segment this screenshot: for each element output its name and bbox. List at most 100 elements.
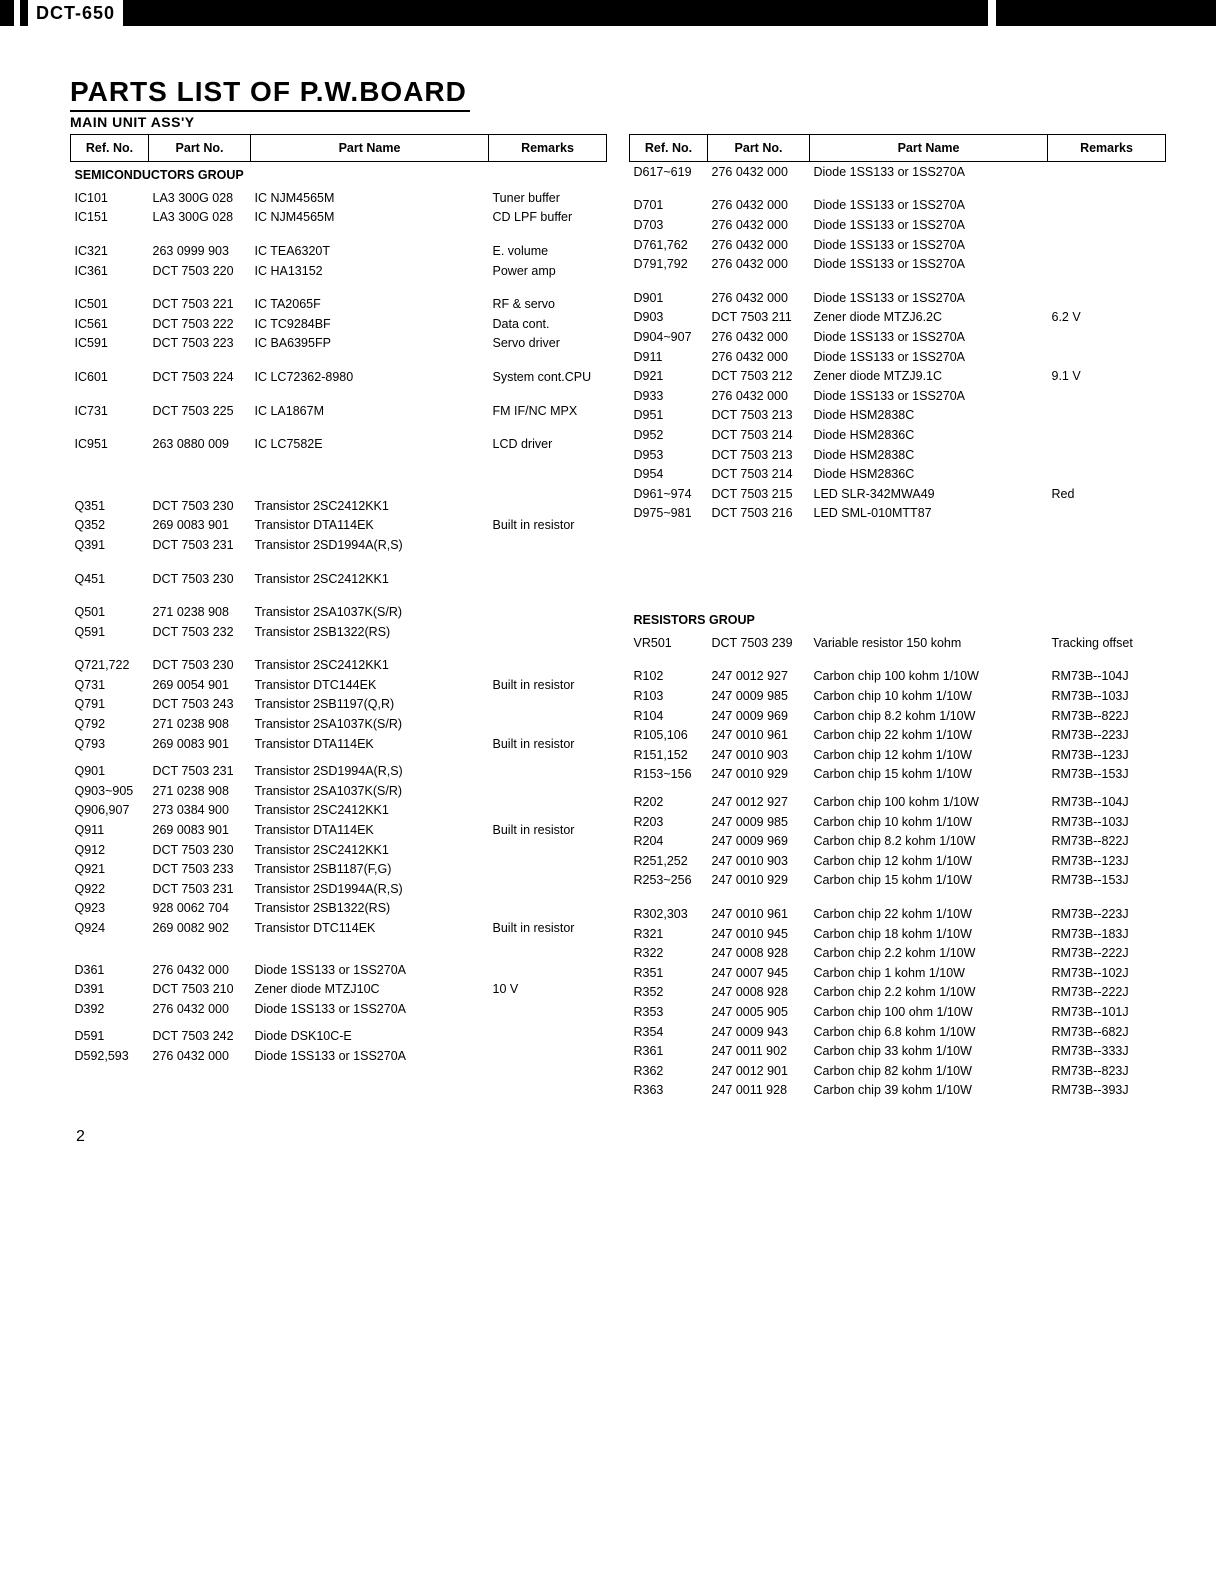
cell-pno: DCT 7503 212: [708, 366, 810, 386]
cell-pname: Carbon chip 33 kohm 1/10W: [810, 1041, 1048, 1061]
table-row: D904~907276 0432 000Diode 1SS133 or 1SS2…: [630, 327, 1166, 347]
cell-rem: LCD driver: [489, 434, 607, 454]
table-row: Q501271 0238 908Transistor 2SA1037K(S/R): [71, 602, 607, 622]
table-row: IC151LA3 300G 028IC NJM4565MCD LPF buffe…: [71, 208, 607, 228]
cell-ref: Q924: [71, 918, 149, 938]
cell-rem: [1048, 215, 1166, 235]
cell-ref: D952: [630, 425, 708, 445]
cell-ref: R253~256: [630, 871, 708, 891]
cell-ref: Q912: [71, 840, 149, 860]
cell-pname: Carbon chip 12 kohm 1/10W: [810, 745, 1048, 765]
cell-pno: DCT 7503 230: [149, 496, 251, 516]
cell-pname: Transistor DTC144EK: [251, 675, 489, 695]
cell-pname: IC HA13152: [251, 261, 489, 281]
cell-ref: D954: [630, 464, 708, 484]
spacer-row: [71, 420, 607, 434]
table-row: Q911269 0083 901Transistor DTA114EKBuilt…: [71, 820, 607, 840]
spacer-row: [71, 1019, 607, 1027]
cell-pno: 276 0432 000: [708, 327, 810, 347]
table-row: Q922DCT 7503 231Transistor 2SD1994A(R,S): [71, 879, 607, 899]
cell-rem: [489, 535, 607, 555]
cell-rem: [489, 496, 607, 516]
cell-pname: Transistor 2SC2412KK1: [251, 569, 489, 589]
cell-pno: DCT 7503 242: [149, 1027, 251, 1047]
cell-ref: Q906,907: [71, 801, 149, 821]
cell-pno: 247 0010 929: [708, 871, 810, 891]
cell-pname: Carbon chip 2.2 kohm 1/10W: [810, 983, 1048, 1003]
table-row: R153~156247 0010 929Carbon chip 15 kohm …: [630, 765, 1166, 785]
cell-rem: [489, 695, 607, 715]
spacer-row: [630, 537, 1166, 551]
right-table: Ref. No. Part No. Part Name Remarks D617…: [629, 134, 1166, 1100]
table-row: R203247 0009 985Carbon chip 10 kohm 1/10…: [630, 812, 1166, 832]
cell-pno: 247 0005 905: [708, 1002, 810, 1022]
cell-pname: Transistor DTA114EK: [251, 516, 489, 536]
cell-rem: RM73B--153J: [1048, 871, 1166, 891]
page-subtitle: MAIN UNIT ASS'Y: [70, 114, 1166, 130]
cell-ref: D592,593: [71, 1046, 149, 1066]
cell-ref: D391: [71, 979, 149, 999]
cell-ref: R103: [630, 686, 708, 706]
cell-rem: [1048, 235, 1166, 255]
cell-pno: DCT 7503 231: [149, 879, 251, 899]
cell-pname: Transistor 2SB1187(F,G): [251, 859, 489, 879]
cell-ref: IC731: [71, 401, 149, 421]
cell-ref: Q391: [71, 535, 149, 555]
spacer-row: [71, 468, 607, 482]
cell-pno: DCT 7503 222: [149, 314, 251, 334]
group-label: SEMICONDUCTORS GROUP: [71, 162, 607, 189]
table-row: R351247 0007 945Carbon chip 1 kohm 1/10W…: [630, 963, 1166, 983]
cell-ref: Q793: [71, 734, 149, 754]
table-row: Q351DCT 7503 230Transistor 2SC2412KK1: [71, 496, 607, 516]
cell-ref: D903: [630, 308, 708, 328]
cell-rem: 10 V: [489, 979, 607, 999]
cell-pname: IC LC7582E: [251, 434, 489, 454]
cell-pno: 247 0009 969: [708, 706, 810, 726]
col-pno: Part No.: [149, 135, 251, 162]
table-row: D961~974DCT 7503 215LED SLR-342MWA49Red: [630, 484, 1166, 504]
cell-rem: System cont.CPU: [489, 367, 607, 387]
table-row: R151,152247 0010 903Carbon chip 12 kohm …: [630, 745, 1166, 765]
cell-pno: DCT 7503 210: [149, 979, 251, 999]
table-row: Q921DCT 7503 233Transistor 2SB1187(F,G): [71, 859, 607, 879]
cell-rem: [489, 622, 607, 642]
cell-pno: DCT 7503 223: [149, 334, 251, 354]
cell-pno: 276 0432 000: [708, 254, 810, 274]
table-row: Q901DCT 7503 231Transistor 2SD1994A(R,S): [71, 761, 607, 781]
cell-ref: IC361: [71, 261, 149, 281]
cell-ref: D701: [630, 196, 708, 216]
cell-pno: 271 0238 908: [149, 602, 251, 622]
cell-pno: 247 0010 945: [708, 924, 810, 944]
table-row: IC101LA3 300G 028IC NJM4565MTuner buffer: [71, 188, 607, 208]
table-row: D901276 0432 000Diode 1SS133 or 1SS270A: [630, 288, 1166, 308]
cell-pname: IC LA1867M: [251, 401, 489, 421]
cell-pname: Diode 1SS133 or 1SS270A: [810, 347, 1048, 367]
cell-rem: CD LPF buffer: [489, 208, 607, 228]
table-row: Q923928 0062 704Transistor 2SB1322(RS): [71, 899, 607, 919]
cell-pname: Carbon chip 1 kohm 1/10W: [810, 963, 1048, 983]
cell-pname: Diode 1SS133 or 1SS270A: [810, 215, 1048, 235]
cell-rem: RM73B--104J: [1048, 792, 1166, 812]
table-row: R353247 0005 905Carbon chip 100 ohm 1/10…: [630, 1002, 1166, 1022]
cell-pno: 247 0009 969: [708, 831, 810, 851]
cell-rem: RM73B--393J: [1048, 1081, 1166, 1101]
cell-pno: 247 0007 945: [708, 963, 810, 983]
cell-ref: D901: [630, 288, 708, 308]
cell-pno: 276 0432 000: [708, 347, 810, 367]
cell-pno: LA3 300G 028: [149, 208, 251, 228]
cell-pno: DCT 7503 243: [149, 695, 251, 715]
cell-rem: [489, 761, 607, 781]
cell-ref: R151,152: [630, 745, 708, 765]
cell-ref: Q791: [71, 695, 149, 715]
cell-ref: R361: [630, 1041, 708, 1061]
cell-pname: Diode HSM2838C: [810, 406, 1048, 426]
cell-rem: [489, 602, 607, 622]
table-row: IC601DCT 7503 224IC LC72362-8980System c…: [71, 367, 607, 387]
cell-ref: Q922: [71, 879, 149, 899]
cell-rem: RM73B--823J: [1048, 1061, 1166, 1081]
cell-rem: RF & servo: [489, 294, 607, 314]
cell-ref: R363: [630, 1081, 708, 1101]
cell-rem: [1048, 445, 1166, 465]
table-row: D592,593276 0432 000Diode 1SS133 or 1SS2…: [71, 1046, 607, 1066]
cell-pname: Transistor 2SD1994A(R,S): [251, 535, 489, 555]
